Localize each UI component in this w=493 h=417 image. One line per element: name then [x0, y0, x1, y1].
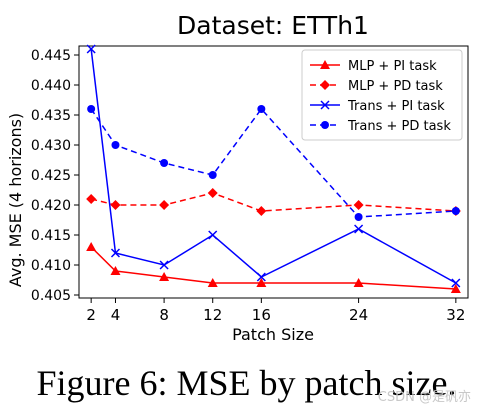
axes-frame — [78, 45, 469, 299]
x-tick-label: 24 — [349, 306, 368, 324]
y-tick-label: 0.405 — [31, 288, 71, 304]
data-point — [86, 44, 96, 54]
y-axis-label: Avg. MSE (4 horizons) — [6, 113, 25, 287]
data-point — [353, 278, 364, 287]
x-marker-stroke — [86, 44, 96, 54]
chart-title: Dataset: ETTh1 — [177, 11, 369, 40]
legend-marker — [321, 121, 329, 129]
data-point — [256, 206, 267, 216]
y-tick-label: 0.435 — [31, 108, 71, 124]
x-tick-label: 8 — [159, 306, 169, 324]
legend-label: Trans + PD task — [347, 119, 451, 134]
x-marker-stroke — [110, 248, 120, 258]
data-point — [208, 171, 217, 179]
x-tick-label: 32 — [446, 306, 465, 324]
data-point — [159, 200, 170, 210]
x-tick-label: 12 — [203, 306, 222, 324]
x-tick-label: 2 — [86, 306, 96, 324]
watermark: CSDN @是矾亦 — [377, 390, 471, 405]
data-point — [354, 224, 364, 234]
x-tick-label: 16 — [252, 306, 271, 324]
y-tick-label: 0.440 — [31, 78, 71, 94]
data-point — [353, 200, 364, 210]
data-point — [86, 194, 97, 204]
y-tick-label: 0.425 — [31, 168, 71, 184]
y-tick-label: 0.430 — [31, 138, 71, 154]
data-point — [110, 266, 121, 275]
data-point — [450, 284, 461, 293]
data-point — [159, 272, 170, 281]
series-line — [90, 192, 456, 212]
x-axis-label: Patch Size — [232, 325, 314, 344]
data-point — [111, 141, 120, 149]
x-marker-stroke — [320, 100, 330, 110]
legend-label: MLP + PD task — [348, 79, 443, 94]
data-point — [256, 272, 266, 282]
legend-marker — [320, 60, 330, 69]
data-point — [451, 278, 461, 288]
x-marker-stroke — [256, 272, 266, 282]
plot-area: 0.405 0.410 0.415 0.420 0.425 0.430 0.435 0.440… — [31, 44, 469, 324]
y-tick-label: 0.415 — [31, 228, 71, 244]
legend-marker — [320, 100, 330, 110]
legend-marker — [320, 80, 330, 90]
x-marker-stroke — [451, 278, 461, 288]
y-tick-label: 0.410 — [31, 258, 71, 274]
x-marker-stroke — [354, 224, 364, 234]
x-marker-stroke — [208, 230, 218, 240]
data-point — [354, 213, 363, 221]
data-point — [451, 207, 460, 215]
data-point — [256, 278, 267, 287]
legend-label: MLP + PI task — [348, 59, 437, 74]
data-point — [159, 260, 169, 270]
x-marker-stroke — [159, 260, 169, 270]
legend-label: Trans + PI task — [347, 99, 445, 114]
data-point — [110, 200, 121, 210]
chart: Dataset: ETTh1 0.405 0.410 0.415 0.420 0.425… — [6, 11, 469, 344]
data-point — [86, 242, 97, 251]
data-point — [110, 248, 120, 258]
figure-caption: Figure 6: MSE by patch size. — [36, 363, 457, 403]
data-point — [208, 230, 218, 240]
y-tick-label: 0.445 — [31, 48, 71, 64]
data-point — [207, 188, 218, 198]
y-tick-label: 0.420 — [31, 198, 71, 214]
legend-box — [301, 49, 463, 141]
data-point — [257, 105, 266, 113]
data-point — [160, 159, 169, 167]
x-tick-label: 4 — [111, 306, 121, 324]
data-point — [87, 105, 96, 113]
data-point — [207, 278, 218, 287]
legend: MLP + PI task MLP + PD task Trans + PI tas… — [301, 49, 463, 141]
